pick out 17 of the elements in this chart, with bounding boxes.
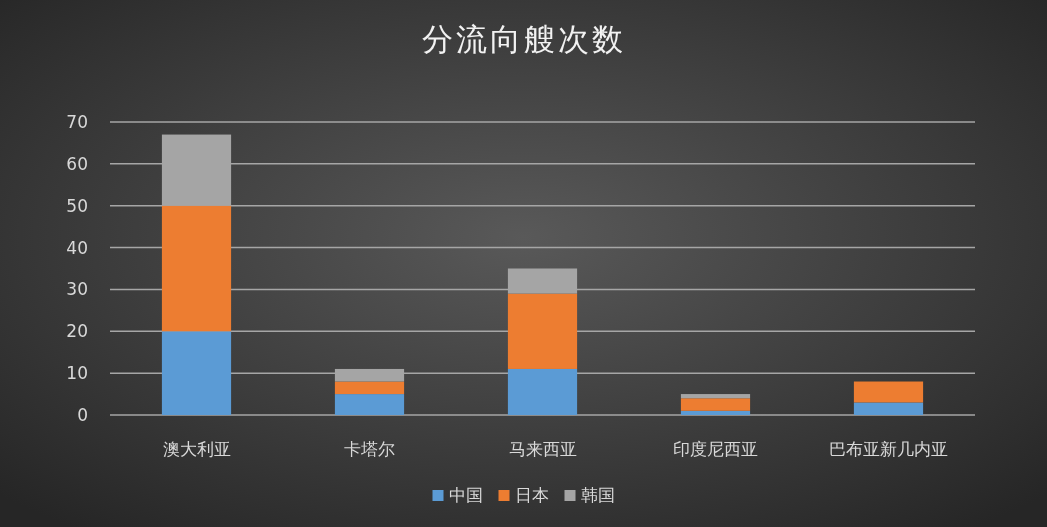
- x-tick-label: 卡塔尔: [344, 439, 395, 459]
- y-tick-label: 50: [66, 195, 88, 216]
- y-tick-label: 40: [66, 237, 88, 258]
- y-tick-label: 0: [77, 405, 88, 425]
- legend-label: 中国: [448, 485, 483, 505]
- chart-title: 分流向艘次数: [421, 21, 626, 57]
- y-tick-label: 30: [66, 279, 88, 300]
- y-tick-label: 10: [66, 363, 88, 384]
- y-tick-label: 60: [66, 153, 88, 174]
- legend-label: 日本: [514, 485, 549, 505]
- x-tick-label: 巴布亚新几内亚: [829, 439, 948, 459]
- y-tick-label: 20: [66, 321, 88, 342]
- x-tick-label: 澳大利亚: [162, 439, 231, 459]
- legend-label: 韩国: [580, 485, 615, 505]
- x-tick-label: 印度尼西亚: [673, 439, 758, 459]
- x-tick-label: 马来西亚: [508, 439, 577, 459]
- y-tick-label: 70: [66, 112, 88, 132]
